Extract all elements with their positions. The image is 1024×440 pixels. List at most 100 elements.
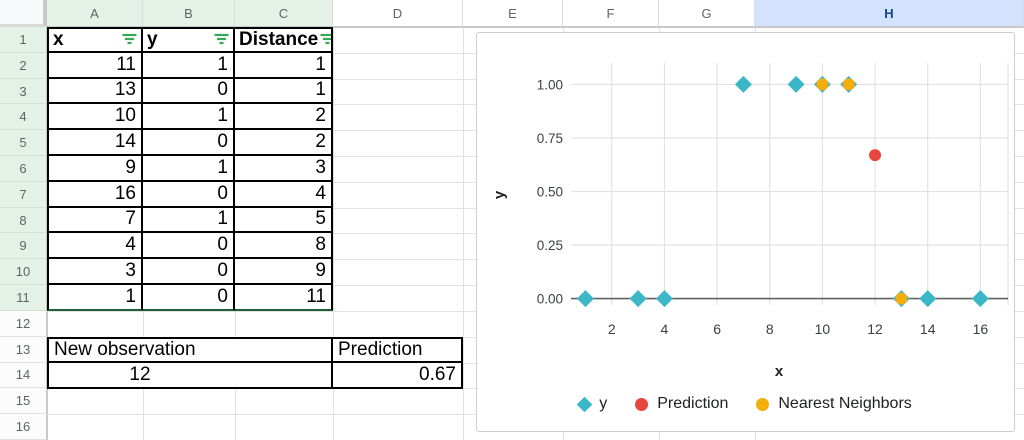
filter-icon[interactable] — [320, 33, 333, 46]
data-point-nearest-neighbors[interactable] — [842, 78, 855, 91]
cell[interactable]: 9 — [235, 259, 333, 285]
row-header-16[interactable]: 16 — [0, 414, 47, 440]
row-header-1[interactable]: 1 — [0, 27, 47, 53]
cell[interactable]: 1 — [143, 52, 235, 79]
y-axis-title: y — [491, 190, 508, 199]
new-observation-label-cell[interactable]: New observation — [47, 337, 333, 363]
cell[interactable]: 3 — [235, 155, 333, 182]
x-tick-label: 6 — [713, 321, 721, 337]
column-header-Distance[interactable]: Distance — [235, 27, 333, 53]
data-point-y[interactable] — [734, 75, 752, 93]
column-header-F[interactable]: F — [563, 0, 659, 27]
data-point-y[interactable] — [787, 75, 805, 93]
row-header-5[interactable]: 5 — [0, 130, 47, 157]
column-header-A[interactable]: A — [47, 0, 143, 27]
cell[interactable]: 1 — [235, 52, 333, 79]
column-header-H[interactable]: H — [755, 0, 1024, 27]
legend-label: y — [599, 395, 608, 412]
x-tick-label: 10 — [815, 321, 831, 337]
data-point-y[interactable] — [629, 290, 647, 308]
row-header-14[interactable]: 14 — [0, 362, 47, 389]
new-observation-value-cell[interactable]: 12 — [47, 363, 333, 389]
cell[interactable]: 16 — [47, 181, 143, 208]
row-header-9[interactable]: 9 — [0, 233, 47, 260]
row-header-6[interactable]: 6 — [0, 156, 47, 182]
observation-table: New observation Prediction 12 0.67 — [47, 337, 463, 389]
cell[interactable]: 10 — [47, 104, 143, 131]
knn-scatter-chart[interactable]: 0.00 0.25 0.50 0.75 1.00 2 4 6 8 10 12 14 16 x y — [477, 33, 1014, 431]
data-point-nearest-neighbors[interactable] — [895, 292, 908, 305]
header-label: y — [147, 28, 158, 50]
column-header-E[interactable]: E — [463, 0, 563, 27]
row-header-7[interactable]: 7 — [0, 181, 47, 208]
cell[interactable]: 11 — [47, 52, 143, 79]
cell[interactable]: 13 — [47, 78, 143, 105]
cell[interactable]: 5 — [235, 207, 333, 234]
column-header-G[interactable]: G — [659, 0, 755, 27]
row-header-3[interactable]: 3 — [0, 78, 47, 105]
cell[interactable]: 2 — [235, 104, 333, 131]
column-header-D[interactable]: D — [333, 0, 463, 27]
y-tick-label: 0.00 — [537, 292, 563, 307]
filter-icon[interactable] — [214, 33, 229, 46]
data-point-prediction[interactable] — [869, 149, 882, 162]
table-row: 11 1 1 — [47, 52, 333, 79]
new-observation-value: 12 — [129, 364, 151, 385]
cell[interactable]: 11 — [235, 284, 333, 311]
column-header-y[interactable]: y — [143, 27, 235, 53]
table-row: 14 0 2 — [47, 130, 333, 156]
legend-item-prediction[interactable]: Prediction — [635, 395, 728, 413]
cell[interactable]: 7 — [47, 207, 143, 234]
select-all-corner[interactable] — [0, 0, 47, 27]
cell[interactable]: 1 — [47, 284, 143, 311]
prediction-label-cell[interactable]: Prediction — [333, 337, 463, 363]
cell[interactable]: 0 — [143, 78, 235, 105]
row-header-4[interactable]: 4 — [0, 104, 47, 131]
cell[interactable]: 4 — [47, 233, 143, 260]
cell[interactable]: 0 — [143, 233, 235, 260]
data-point-y[interactable] — [971, 290, 989, 308]
row-header-8[interactable]: 8 — [0, 207, 47, 234]
column-header-C[interactable]: C — [235, 0, 333, 27]
cell[interactable]: 9 — [47, 155, 143, 182]
data-point-nearest-neighbors[interactable] — [816, 78, 829, 91]
column-header-x[interactable]: x — [47, 27, 143, 53]
y-tick-label: 0.50 — [537, 184, 563, 199]
cell[interactable]: 1 — [143, 207, 235, 234]
x-tick-label: 14 — [920, 321, 936, 337]
row-header-15[interactable]: 15 — [0, 388, 47, 415]
row-header-11[interactable]: 11 — [0, 285, 47, 311]
data-point-y[interactable] — [576, 290, 594, 308]
cell[interactable]: 14 — [47, 130, 143, 156]
y-tick-label: 0.75 — [537, 131, 563, 146]
y-tick-label: 0.25 — [537, 238, 563, 253]
legend-item-y[interactable]: y — [576, 395, 608, 413]
data-point-y[interactable] — [919, 290, 937, 308]
cell[interactable]: 0 — [143, 130, 235, 156]
cell[interactable]: 0 — [143, 181, 235, 208]
cell[interactable]: 2 — [235, 130, 333, 156]
table-header-row: x y Distance — [47, 27, 333, 53]
row-header-12[interactable]: 12 — [0, 310, 47, 337]
cell[interactable]: 0 — [143, 259, 235, 285]
cell[interactable]: 3 — [47, 259, 143, 285]
row-header-2[interactable]: 2 — [0, 52, 47, 79]
prediction-value-cell[interactable]: 0.67 — [333, 363, 463, 389]
cell[interactable]: 4 — [235, 181, 333, 208]
legend-item-nearest-neighbors[interactable]: Nearest Neighbors — [756, 395, 912, 413]
cell[interactable]: 1 — [143, 104, 235, 131]
cell[interactable]: 1 — [143, 155, 235, 182]
x-tick-label: 8 — [766, 321, 774, 337]
row-header-13[interactable]: 13 — [0, 336, 47, 363]
column-header-B[interactable]: B — [143, 0, 235, 27]
cell[interactable]: 1 — [235, 78, 333, 105]
row-header-10[interactable]: 10 — [0, 259, 47, 286]
data-point-y[interactable] — [655, 290, 673, 308]
filter-icon[interactable] — [122, 33, 137, 46]
cell[interactable]: 0 — [143, 284, 235, 311]
chart-card[interactable]: 0.00 0.25 0.50 0.75 1.00 2 4 6 8 10 12 14 16 x y y Pred… — [476, 32, 1015, 432]
cell[interactable]: 8 — [235, 233, 333, 260]
